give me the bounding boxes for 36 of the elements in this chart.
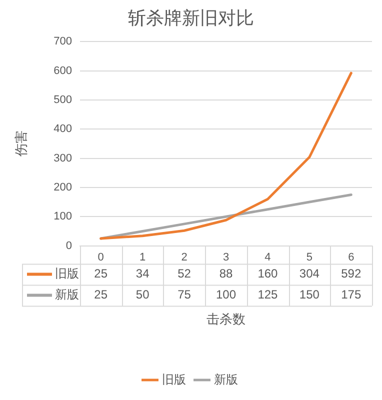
y-axis-title: 伤害 — [13, 130, 28, 157]
x-tick-label: 0 — [98, 251, 104, 264]
data-label: 25 — [94, 288, 108, 302]
legend-label: 新版 — [55, 288, 79, 302]
text: 旧版 — [162, 372, 186, 386]
y-tick-label: 300 — [54, 152, 72, 164]
data-label: 100 — [216, 288, 236, 302]
y-tick-label: 400 — [54, 123, 72, 136]
y-tick-label: 600 — [54, 64, 72, 77]
data-label: 52 — [178, 266, 192, 281]
data-label: 34 — [136, 266, 150, 281]
x-axis-title: 击杀数 — [206, 311, 246, 326]
x-tick-label: 3 — [222, 251, 230, 264]
data-label: 592 — [341, 266, 362, 281]
data-label: 25 — [94, 266, 108, 281]
data-label: 125 — [258, 288, 278, 302]
data-label: 150 — [299, 288, 320, 302]
x-tick-label: 4 — [264, 251, 271, 264]
y-tick-label: 500 — [54, 94, 72, 106]
data-label: 75 — [178, 288, 192, 302]
data-label: 304 — [299, 266, 320, 281]
chart-title: 斩杀牌新旧对比 — [128, 8, 254, 28]
x-tick-label: 6 — [348, 251, 354, 264]
x-tick-label: 2 — [181, 251, 188, 264]
x-tick-label: 1 — [140, 251, 146, 264]
data-label: 88 — [219, 266, 233, 281]
text: 新版 — [214, 372, 238, 386]
data-label: 160 — [258, 266, 278, 281]
data-label: 50 — [136, 288, 150, 302]
legend-label: 旧版 — [55, 266, 79, 281]
y-tick-label: 700 — [54, 36, 72, 48]
y-tick-label: 100 — [54, 210, 72, 223]
y-tick-label: 0 — [66, 240, 72, 252]
data-label: 175 — [341, 288, 362, 302]
y-tick-label: 200 — [54, 181, 72, 194]
x-tick-label: 5 — [306, 251, 312, 264]
